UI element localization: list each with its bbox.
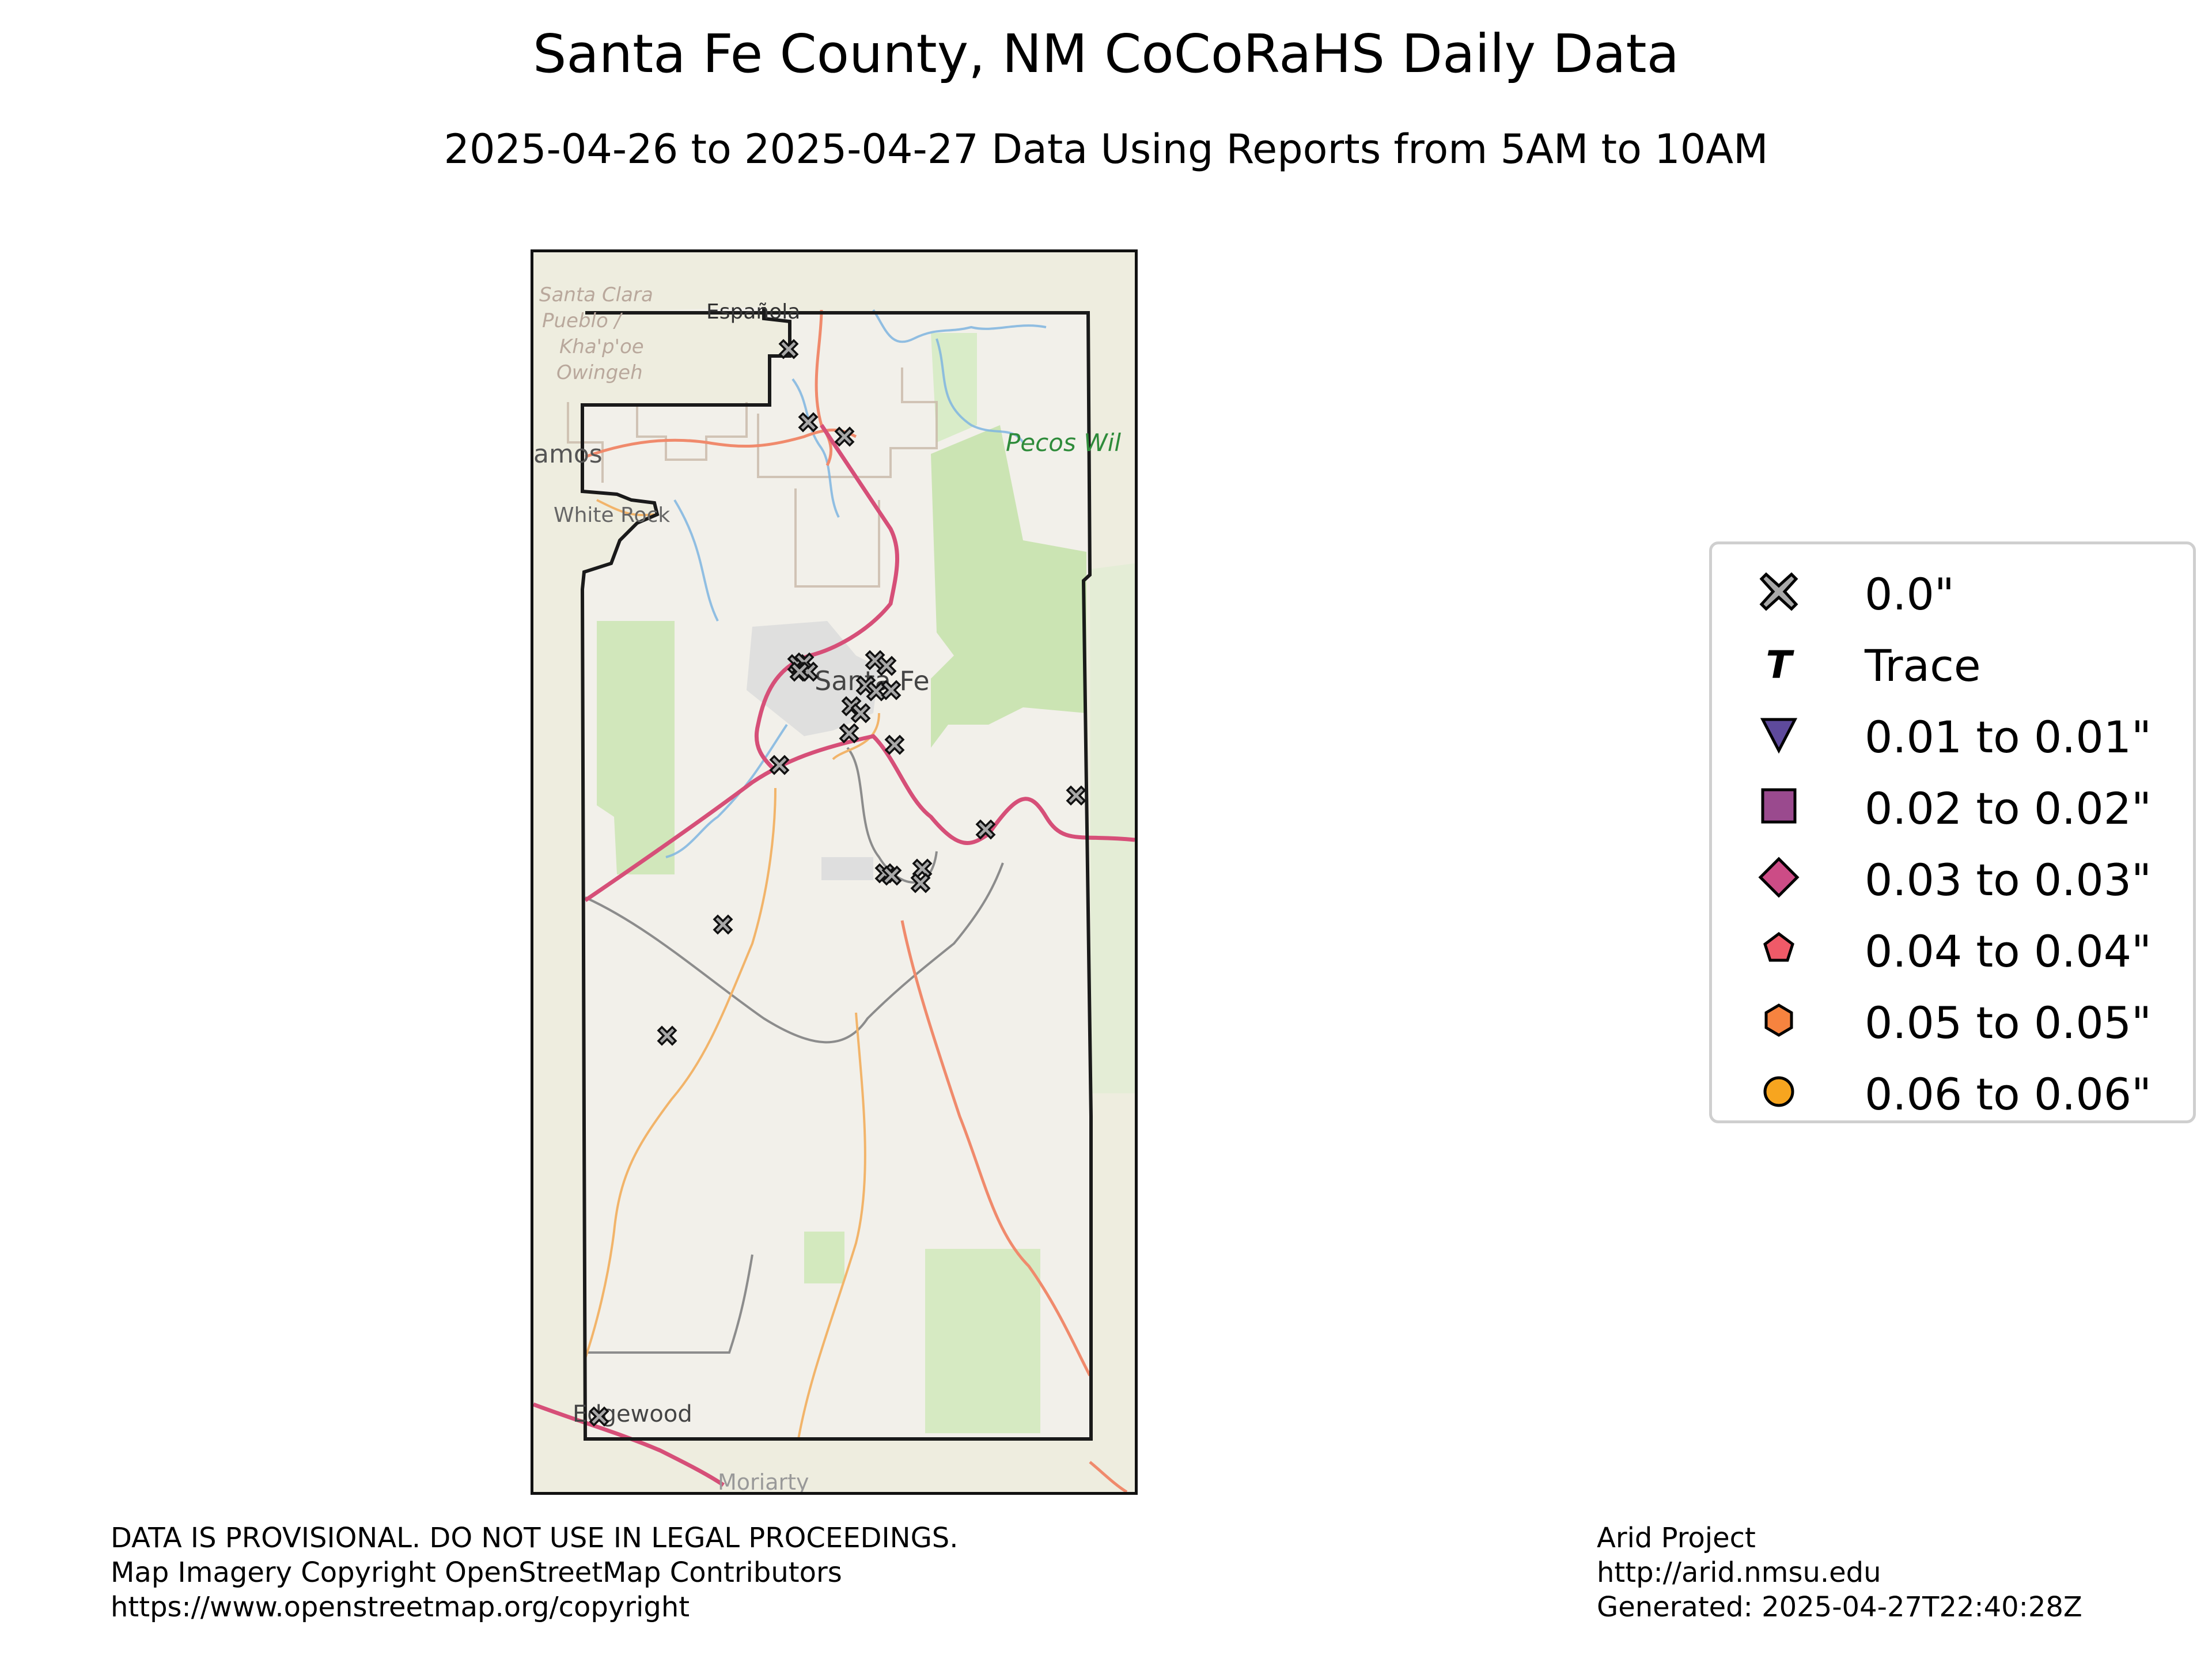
land-boundaries (567, 368, 938, 588)
station-marker-zero (850, 703, 871, 724)
footer-copyright: Map Imagery Copyright OpenStreetMap Cont… (111, 1556, 842, 1589)
forest-area-small (804, 1232, 844, 1283)
chart-title: Santa Fe County, NM CoCoRaHS Daily Data (533, 23, 1679, 85)
station-marker-zero (834, 426, 855, 447)
footer-provisional: DATA IS PROVISIONAL. DO NOT USE IN LEGAL… (111, 1522, 959, 1554)
secondary-roads (585, 309, 1128, 1492)
label-espanola: Española (706, 300, 800, 324)
diamond-icon (1758, 857, 1800, 898)
place-labels: Española Santa Clara Pueblo / Kha'p'oe O… (533, 283, 1121, 1492)
triangle-down-icon (1758, 714, 1800, 755)
legend-item-label: 0.01 to 0.01" (1865, 711, 2152, 763)
legend-item-label: 0.02 to 0.02" (1865, 783, 2152, 834)
station-marker-zero (912, 858, 933, 879)
minor-roads (584, 499, 880, 1440)
legend-item: 0.05 to 0.05" (1712, 984, 2193, 1056)
station-marker-zero (876, 656, 897, 676)
legend-item-label: 0.05 to 0.05" (1865, 997, 2152, 1048)
label-los-alamos: amos (533, 440, 603, 469)
label-edgewood: Edgewood (573, 1401, 692, 1427)
footer-copyright-url: https://www.openstreetmap.org/copyright (111, 1591, 690, 1623)
station-marker-zero (884, 734, 905, 755)
forest-area-west (597, 621, 675, 874)
map-canvas: Española Santa Clara Pueblo / Kha'p'oe O… (533, 283, 1135, 1492)
legend-item: 0.02 to 0.02" (1712, 770, 2193, 842)
station-marker-zero (881, 865, 902, 886)
footer-project-url: http://arid.nmsu.edu (1597, 1556, 1881, 1589)
chart-subtitle: 2025-04-26 to 2025-04-27 Data Using Repo… (444, 126, 1768, 173)
footer-project: Arid Project (1597, 1522, 1756, 1554)
label-moriarty: Moriarty (718, 1469, 809, 1492)
footer-credits: Arid Project http://arid.nmsu.edu Genera… (1597, 1521, 2082, 1624)
label-santa-clara-3: Kha'p'oe (559, 335, 644, 358)
legend-item: 0.04 to 0.04" (1712, 913, 2193, 984)
t-marker-icon: T (1758, 642, 1800, 687)
footer-disclaimer: DATA IS PROVISIONAL. DO NOT USE IN LEGAL… (111, 1521, 959, 1624)
station-marker-zero (881, 680, 902, 700)
legend-item-label: 0.0" (1865, 569, 1955, 620)
legend-item: 0.01 to 0.01" (1712, 699, 2193, 770)
label-santa-clara-1: Santa Clara (539, 283, 653, 306)
water-features (665, 309, 1047, 858)
footer-generated: Generated: 2025-04-27T22:40:28Z (1597, 1591, 2082, 1623)
forest-area-east (931, 425, 1086, 748)
label-white-rock: White Rock (554, 503, 670, 527)
svg-text:T: T (1766, 643, 1794, 684)
square-icon (1758, 785, 1800, 827)
x-marker-icon (1758, 571, 1800, 612)
circle-icon (1758, 1071, 1800, 1112)
label-santa-clara-4: Owingeh (556, 361, 643, 384)
legend-item-label: 0.06 to 0.06" (1865, 1069, 2152, 1120)
legend: 0.0" T Trace 0.01 to 0.01" 0.02 to 0.02" 0.03… (1709, 541, 2196, 1123)
station-marker-zero (713, 914, 733, 935)
station-marker-zero (789, 661, 810, 682)
forest-area-south (925, 1249, 1040, 1433)
legend-item-label: Trace (1865, 640, 1981, 691)
station-marker-zero (1066, 785, 1086, 806)
legend-item: 0.06 to 0.06" (1712, 1056, 2193, 1127)
map-panel: Española Santa Clara Pueblo / Kha'p'oe O… (531, 249, 1138, 1495)
station-markers (589, 339, 1086, 1427)
legend-item: 0.03 to 0.03" (1712, 842, 2193, 913)
forest-outside-east (1090, 563, 1135, 1093)
pentagon-icon (1758, 928, 1800, 969)
station-marker-zero (910, 873, 931, 893)
label-pecos: Pecos Wil (1006, 429, 1121, 457)
legend-item-label: 0.03 to 0.03" (1865, 854, 2152, 906)
urban-patch (821, 857, 873, 880)
county-boundary (580, 307, 1093, 1441)
station-marker-zero (798, 412, 819, 433)
label-santa-clara-2: Pueblo / (542, 309, 623, 332)
station-marker-zero (975, 819, 996, 840)
station-marker-zero (839, 723, 859, 744)
station-marker-zero (769, 755, 790, 775)
legend-item: 0.0" (1712, 556, 2193, 627)
station-marker-zero (589, 1406, 609, 1427)
station-marker-zero (778, 339, 799, 359)
legend-item-label: 0.04 to 0.04" (1865, 926, 2152, 977)
hexagon-icon (1758, 999, 1800, 1041)
legend-item: T Trace (1712, 627, 2193, 699)
station-marker-zero (657, 1025, 677, 1046)
highways (533, 424, 1135, 1487)
